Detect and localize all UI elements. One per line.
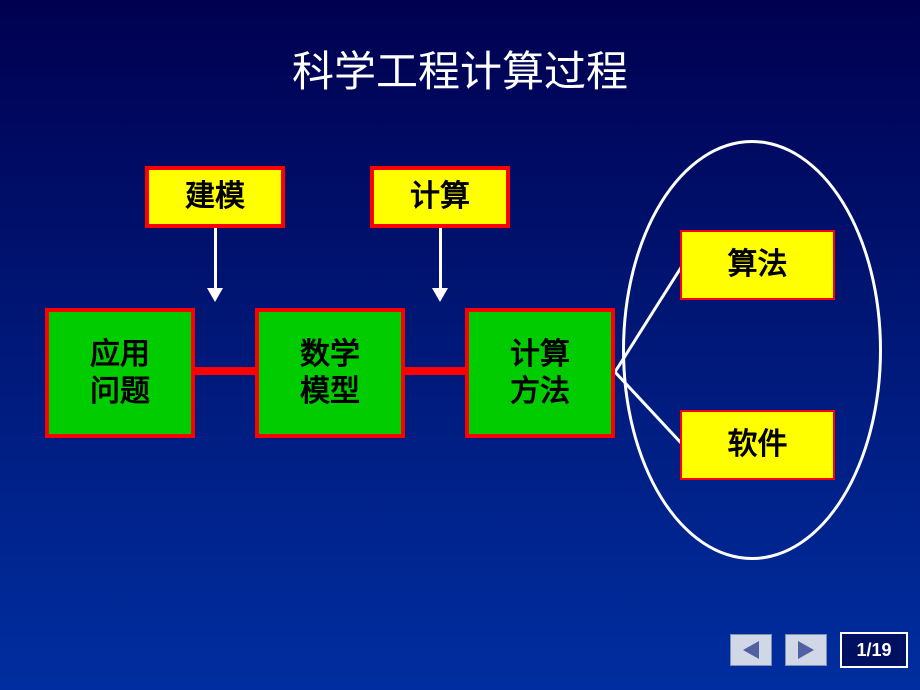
prev-button[interactable] [730,634,772,666]
box-jisuan: 计算 [370,166,510,228]
next-button[interactable] [785,634,827,666]
next-icon [798,641,814,659]
box-fangfa: 计算 方法 [465,308,615,438]
box-shuxue: 数学 模型 [255,308,405,438]
box-ruanjian: 软件 [680,410,835,480]
page-number: 1/19 [840,632,908,668]
box-suanfa: 算法 [680,230,835,300]
box-yingyong: 应用 问题 [45,308,195,438]
prev-icon [743,641,759,659]
box-jianmo: 建模 [145,166,285,228]
